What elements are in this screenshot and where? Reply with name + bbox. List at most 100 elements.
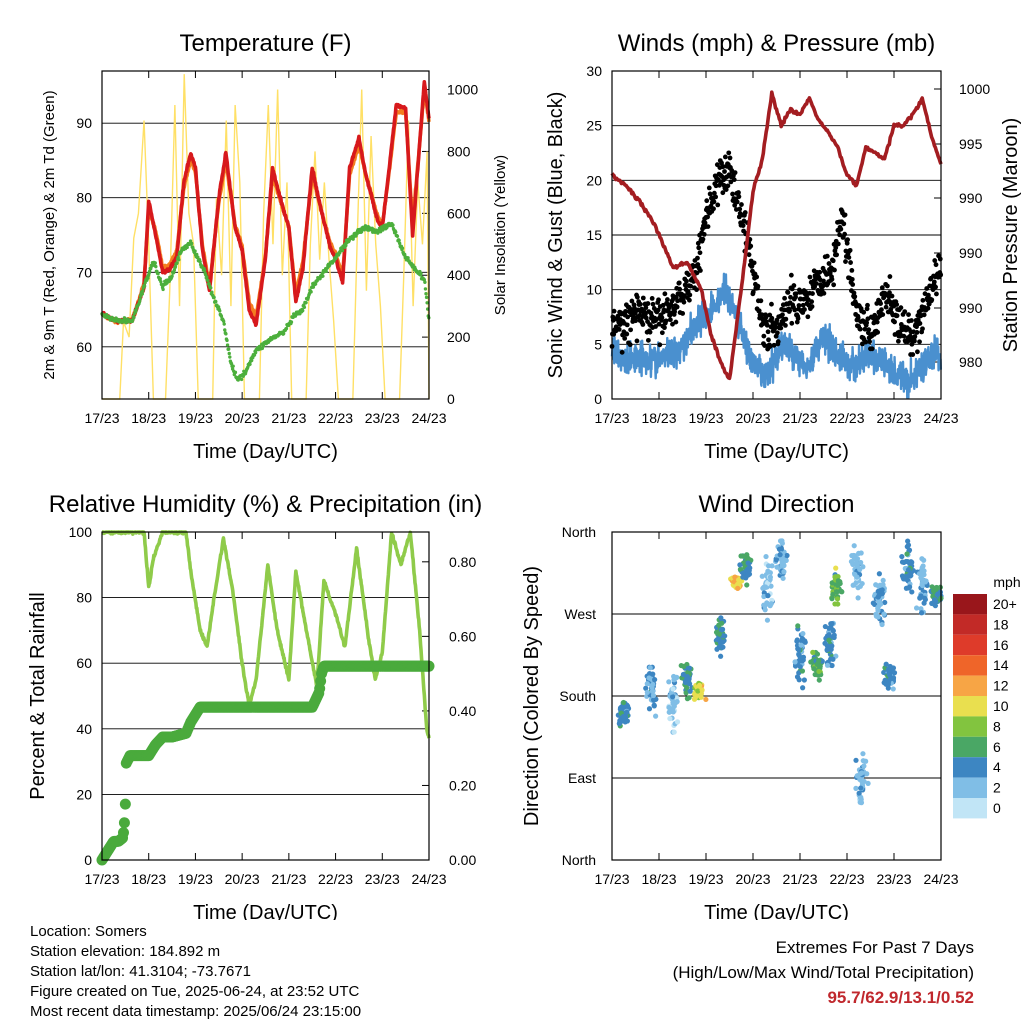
series-dewpoint <box>100 221 431 382</box>
colorbar-swatch <box>953 696 987 717</box>
direction-point <box>859 580 865 587</box>
dewpoint-point <box>225 343 230 347</box>
direction-point <box>920 563 926 569</box>
x-tick-label: 24/23 <box>411 871 446 887</box>
direction-point <box>858 796 864 803</box>
gust-point <box>878 301 884 306</box>
x-tick-label: 19/23 <box>178 871 213 887</box>
gust-point <box>705 214 710 220</box>
dewpoint-point <box>226 347 231 351</box>
direction-point <box>649 688 655 694</box>
direction-point <box>857 566 863 572</box>
direction-point <box>670 699 676 705</box>
y-axis-label: Direction (Colored By Speed) <box>521 566 543 826</box>
series-t2m <box>100 80 431 328</box>
direction-point <box>834 596 841 602</box>
dewpoint-point <box>239 377 244 382</box>
direction-point <box>853 757 859 763</box>
y-axis-label-left: Percent & Total Rainfall <box>27 592 49 800</box>
gust-point <box>711 190 717 196</box>
gust-point <box>892 319 897 325</box>
gust-point <box>676 280 682 286</box>
y-tick-label-left: 0 <box>594 391 602 407</box>
gust-point <box>629 298 635 304</box>
gust-point <box>783 316 789 322</box>
dewpoint-point <box>300 308 305 313</box>
direction-point <box>929 600 935 606</box>
y-tick-label-left: 90 <box>76 115 92 131</box>
gust-point <box>728 179 734 185</box>
direction-point <box>671 673 677 680</box>
gust-point <box>694 270 700 276</box>
y-tick-label-left: 60 <box>76 655 92 671</box>
direction-point <box>890 686 896 692</box>
y-tick-label-left: 60 <box>76 339 92 355</box>
gust-point <box>851 290 857 296</box>
direction-point <box>916 571 923 577</box>
y-tick-label-left: 0 <box>84 852 92 868</box>
gust-point <box>677 286 683 292</box>
gust-point <box>628 327 634 333</box>
dewpoint-point <box>324 269 328 274</box>
panel-temperature: Temperature (F) Time (Day/UTC) 17/23 18/23 1… <box>41 30 509 463</box>
direction-point <box>835 601 841 607</box>
gust-point <box>929 297 935 303</box>
direction-point <box>833 565 839 571</box>
gust-point <box>706 185 712 191</box>
gust-point <box>926 292 931 298</box>
dewpoint-point <box>146 276 150 280</box>
gust-point <box>791 283 797 288</box>
gust-point <box>867 339 873 345</box>
y-tick-label-right: 1000 <box>447 82 478 98</box>
direction-point <box>899 553 905 560</box>
gust-point <box>783 322 788 328</box>
dewpoint-point <box>397 238 401 243</box>
gust-point <box>643 311 648 317</box>
gust-point <box>763 314 769 320</box>
direction-point <box>848 558 855 565</box>
x-tick-label: 20/23 <box>225 410 260 426</box>
colorbar-label: 2 <box>993 780 1001 796</box>
dewpoint-point <box>424 292 428 296</box>
direction-point <box>773 557 779 563</box>
gust-point <box>637 301 643 307</box>
x-tick-label: 18/23 <box>131 871 166 887</box>
gust-point <box>769 315 775 321</box>
gust-point <box>869 346 875 352</box>
dewpoint-point <box>221 319 226 324</box>
x-tick-label: 19/23 <box>178 410 213 426</box>
gust-point <box>912 338 917 344</box>
panel-winds: Winds (mph) & Pressure (mb) Time (Day/UTC… <box>545 30 1022 463</box>
y-tick-label-right: 0.40 <box>449 703 476 719</box>
colorbar-label: 16 <box>993 637 1009 653</box>
x-tick-label: 23/23 <box>365 410 400 426</box>
gust-point <box>889 293 895 299</box>
dewpoint-point <box>202 268 207 273</box>
gust-point <box>645 337 651 343</box>
gust-point <box>910 352 916 357</box>
direction-point <box>720 639 726 645</box>
dewpoint-point <box>150 264 154 268</box>
gust-point <box>931 279 937 285</box>
gust-point <box>731 177 737 183</box>
gust-point <box>742 210 748 215</box>
x-tick-label: 21/23 <box>782 410 817 426</box>
direction-point <box>737 562 743 568</box>
dewpoint-point <box>210 290 214 294</box>
direction-point <box>779 538 785 544</box>
direction-point <box>858 559 864 566</box>
direction-point <box>740 553 746 559</box>
direction-point <box>834 589 840 595</box>
direction-point <box>778 546 785 552</box>
direction-point <box>687 688 693 694</box>
direction-point <box>853 785 859 791</box>
gust-point <box>634 294 640 300</box>
direction-point <box>740 570 746 576</box>
direction-point <box>816 677 822 683</box>
y-axis-label-right: Station Pressure (Maroon) <box>1000 118 1022 353</box>
direction-point <box>814 651 821 657</box>
gust-point <box>914 330 920 335</box>
direction-point <box>826 625 832 631</box>
dewpoint-point <box>153 261 157 265</box>
direction-point <box>876 593 882 599</box>
